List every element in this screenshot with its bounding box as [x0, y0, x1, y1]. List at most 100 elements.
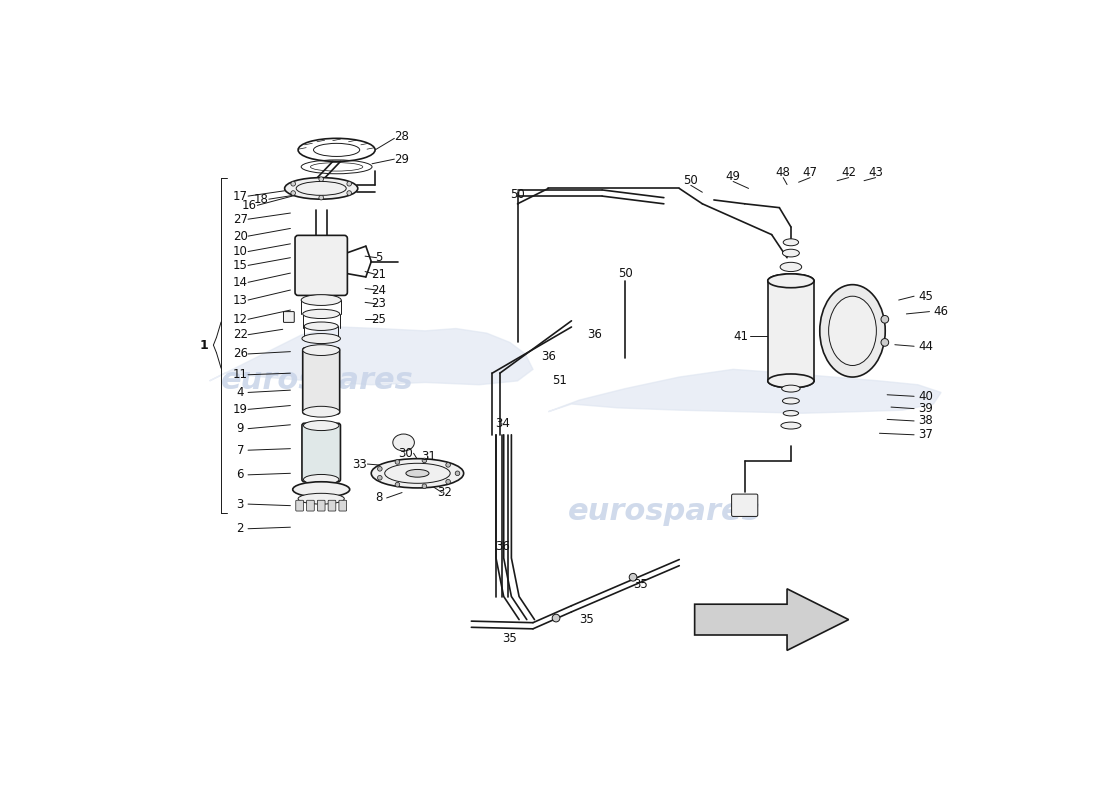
Text: 9: 9: [236, 422, 244, 435]
FancyBboxPatch shape: [732, 494, 758, 517]
Text: 13: 13: [233, 294, 248, 306]
Ellipse shape: [298, 494, 344, 504]
Ellipse shape: [768, 274, 814, 288]
Text: 36: 36: [587, 328, 602, 341]
Text: eurospares: eurospares: [221, 366, 414, 395]
Circle shape: [290, 182, 296, 186]
Text: 21: 21: [372, 268, 386, 281]
Text: 40: 40: [917, 390, 933, 403]
Text: 26: 26: [233, 347, 248, 361]
Circle shape: [395, 482, 399, 487]
Circle shape: [552, 614, 560, 622]
Ellipse shape: [820, 285, 886, 377]
FancyBboxPatch shape: [339, 500, 346, 511]
Text: 38: 38: [917, 414, 933, 427]
Text: 30: 30: [398, 446, 414, 460]
Ellipse shape: [780, 262, 802, 271]
Text: 31: 31: [421, 450, 437, 463]
Text: 11: 11: [233, 368, 248, 382]
Polygon shape: [695, 589, 849, 650]
Text: 35: 35: [503, 631, 517, 645]
FancyBboxPatch shape: [318, 500, 326, 511]
Text: 5: 5: [375, 251, 383, 264]
Text: 18: 18: [254, 193, 268, 206]
Ellipse shape: [302, 345, 340, 355]
Ellipse shape: [302, 310, 340, 318]
Ellipse shape: [768, 274, 814, 288]
Ellipse shape: [301, 294, 341, 306]
Text: 47: 47: [803, 166, 817, 179]
Ellipse shape: [782, 398, 800, 404]
Text: 48: 48: [776, 166, 791, 179]
FancyBboxPatch shape: [284, 311, 295, 322]
Circle shape: [346, 190, 352, 195]
Text: 23: 23: [372, 298, 386, 310]
Text: 43: 43: [868, 166, 883, 179]
Circle shape: [346, 182, 352, 186]
Text: 24: 24: [372, 283, 386, 297]
Ellipse shape: [783, 239, 799, 246]
Ellipse shape: [393, 434, 415, 451]
Ellipse shape: [782, 385, 800, 392]
Text: 34: 34: [495, 417, 509, 430]
Text: 36: 36: [541, 350, 556, 362]
Circle shape: [881, 315, 889, 323]
Ellipse shape: [783, 410, 799, 416]
FancyBboxPatch shape: [307, 500, 315, 511]
Text: 41: 41: [734, 330, 748, 342]
Text: 4: 4: [236, 386, 244, 399]
Circle shape: [422, 484, 427, 489]
Text: 42: 42: [842, 166, 856, 179]
Text: 15: 15: [233, 259, 248, 272]
Text: 50: 50: [683, 174, 698, 187]
Text: 7: 7: [236, 444, 244, 457]
Ellipse shape: [293, 482, 350, 497]
Text: 33: 33: [352, 458, 367, 470]
Text: 45: 45: [917, 290, 933, 302]
FancyBboxPatch shape: [301, 423, 341, 482]
Text: 20: 20: [233, 230, 248, 242]
Text: 27: 27: [233, 213, 248, 226]
Text: 51: 51: [552, 374, 568, 387]
Circle shape: [881, 338, 889, 346]
Circle shape: [319, 177, 323, 182]
Text: 35: 35: [634, 578, 648, 591]
Text: 3: 3: [236, 498, 244, 510]
Ellipse shape: [304, 474, 339, 485]
Circle shape: [455, 471, 460, 476]
Text: 50: 50: [510, 188, 525, 201]
FancyBboxPatch shape: [328, 500, 336, 511]
Text: 37: 37: [917, 428, 933, 442]
Text: eurospares: eurospares: [568, 498, 760, 526]
Text: 14: 14: [233, 276, 248, 289]
Polygon shape: [209, 327, 534, 385]
Text: 49: 49: [726, 170, 740, 183]
Ellipse shape: [406, 470, 429, 477]
Text: 28: 28: [395, 130, 409, 143]
Ellipse shape: [768, 374, 814, 388]
Ellipse shape: [768, 374, 814, 388]
Text: 50: 50: [618, 266, 632, 280]
Ellipse shape: [828, 296, 877, 366]
Ellipse shape: [304, 421, 339, 430]
Ellipse shape: [285, 178, 358, 199]
Text: 32: 32: [437, 486, 452, 499]
Text: 44: 44: [917, 340, 933, 353]
Polygon shape: [548, 370, 942, 414]
Text: 10: 10: [233, 245, 248, 258]
Text: 39: 39: [917, 402, 933, 415]
Circle shape: [377, 466, 382, 471]
Text: 16: 16: [242, 199, 257, 212]
Text: 2: 2: [236, 522, 244, 535]
FancyBboxPatch shape: [302, 348, 340, 414]
Text: 22: 22: [233, 328, 248, 341]
Text: 8: 8: [375, 491, 383, 505]
Text: 36: 36: [495, 540, 509, 553]
Text: 46: 46: [933, 305, 948, 318]
Circle shape: [395, 460, 399, 464]
Text: 6: 6: [236, 468, 244, 482]
Circle shape: [290, 190, 296, 195]
Ellipse shape: [302, 406, 340, 417]
Circle shape: [319, 195, 323, 200]
Ellipse shape: [781, 422, 801, 429]
